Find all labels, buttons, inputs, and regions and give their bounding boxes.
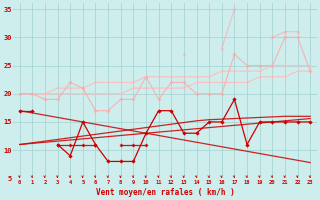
- X-axis label: Vent moyen/en rafales ( km/h ): Vent moyen/en rafales ( km/h ): [96, 188, 234, 197]
